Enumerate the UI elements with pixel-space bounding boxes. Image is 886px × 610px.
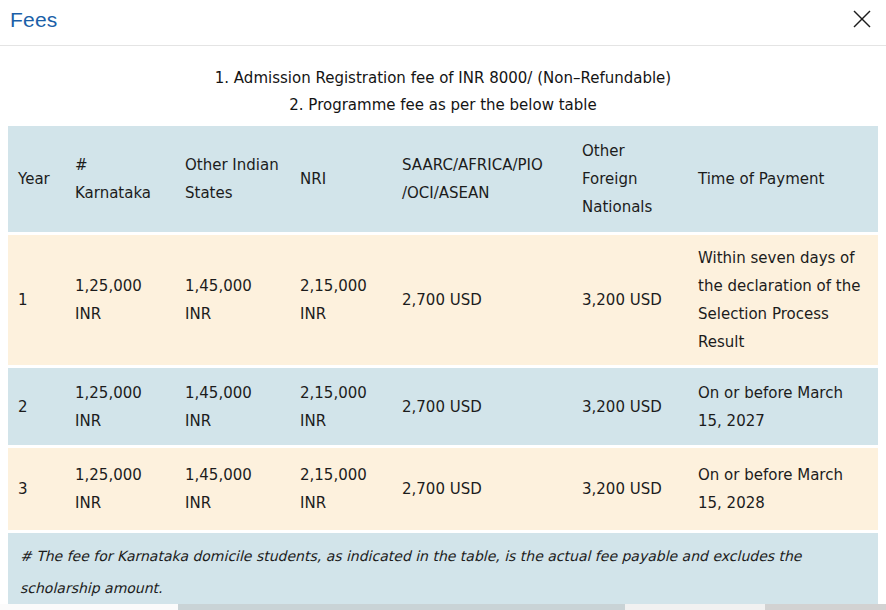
column-header-year: Year [8, 126, 65, 232]
cell-other-foreign-fee: 3,200 USD [572, 448, 688, 530]
column-header-other-indian-states: Other Indian States [175, 126, 290, 232]
cell-karnataka-fee: 1,25,000 INR [65, 448, 175, 530]
page-behind-segment [765, 604, 886, 610]
cell-time-of-payment: On or before March 15, 2028 [688, 448, 878, 530]
table-row-year-2: 2 1,25,000 INR 1,45,000 INR 2,15,000 INR… [8, 368, 878, 445]
cell-other-indian-fee: 1,45,000 INR [175, 235, 290, 365]
cell-nri-fee: 2,15,000 INR [290, 368, 392, 445]
cell-other-indian-fee: 1,45,000 INR [175, 448, 290, 530]
table-row-year-1: 1 1,25,000 INR 1,45,000 INR 2,15,000 INR… [8, 235, 878, 365]
karnataka-fee-footnote: # The fee for Karnataka domicile student… [8, 533, 878, 610]
table-header-row: Year # Karnataka Other Indian States NRI… [8, 126, 878, 232]
page-behind-segment [178, 604, 625, 610]
cell-year: 1 [8, 235, 65, 365]
cell-nri-fee: 2,15,000 INR [290, 235, 392, 365]
column-header-other-foreign-nationals: Other Foreign Nationals [572, 126, 688, 232]
table-footnote-row: # The fee for Karnataka domicile student… [8, 533, 878, 610]
page-behind-strip [0, 604, 886, 610]
cell-other-foreign-fee: 3,200 USD [572, 368, 688, 445]
cell-saarc-fee: 2,700 USD [392, 368, 572, 445]
column-header-karnataka: # Karnataka [65, 126, 175, 232]
cell-other-indian-fee: 1,45,000 INR [175, 368, 290, 445]
column-header-saarc: SAARC/AFRICA/PIO /OCI/ASEAN [392, 126, 572, 232]
page-behind-segment [625, 604, 765, 610]
cell-saarc-fee: 2,700 USD [392, 448, 572, 530]
modal-header: Fees [0, 0, 886, 46]
cell-other-foreign-fee: 3,200 USD [572, 235, 688, 365]
table-row-year-3: 3 1,25,000 INR 1,45,000 INR 2,15,000 INR… [8, 448, 878, 530]
column-header-nri: NRI [290, 126, 392, 232]
fee-note-line-2: 2. Programme fee as per the below table [0, 92, 886, 119]
close-icon [851, 8, 873, 33]
cell-nri-fee: 2,15,000 INR [290, 448, 392, 530]
fee-note-line-1: 1. Admission Registration fee of INR 800… [0, 65, 886, 92]
cell-karnataka-fee: 1,25,000 INR [65, 368, 175, 445]
cell-time-of-payment: Within seven days of the declaration of … [688, 235, 878, 365]
fees-table: Year # Karnataka Other Indian States NRI… [8, 123, 878, 610]
cell-karnataka-fee: 1,25,000 INR [65, 235, 175, 365]
cell-time-of-payment: On or before March 15, 2027 [688, 368, 878, 445]
fee-notes: 1. Admission Registration fee of INR 800… [0, 65, 886, 119]
close-button[interactable] [850, 8, 874, 32]
modal-title: Fees [10, 8, 58, 32]
cell-year: 3 [8, 448, 65, 530]
cell-saarc-fee: 2,700 USD [392, 235, 572, 365]
cell-year: 2 [8, 368, 65, 445]
column-header-time-of-payment: Time of Payment [688, 126, 878, 232]
